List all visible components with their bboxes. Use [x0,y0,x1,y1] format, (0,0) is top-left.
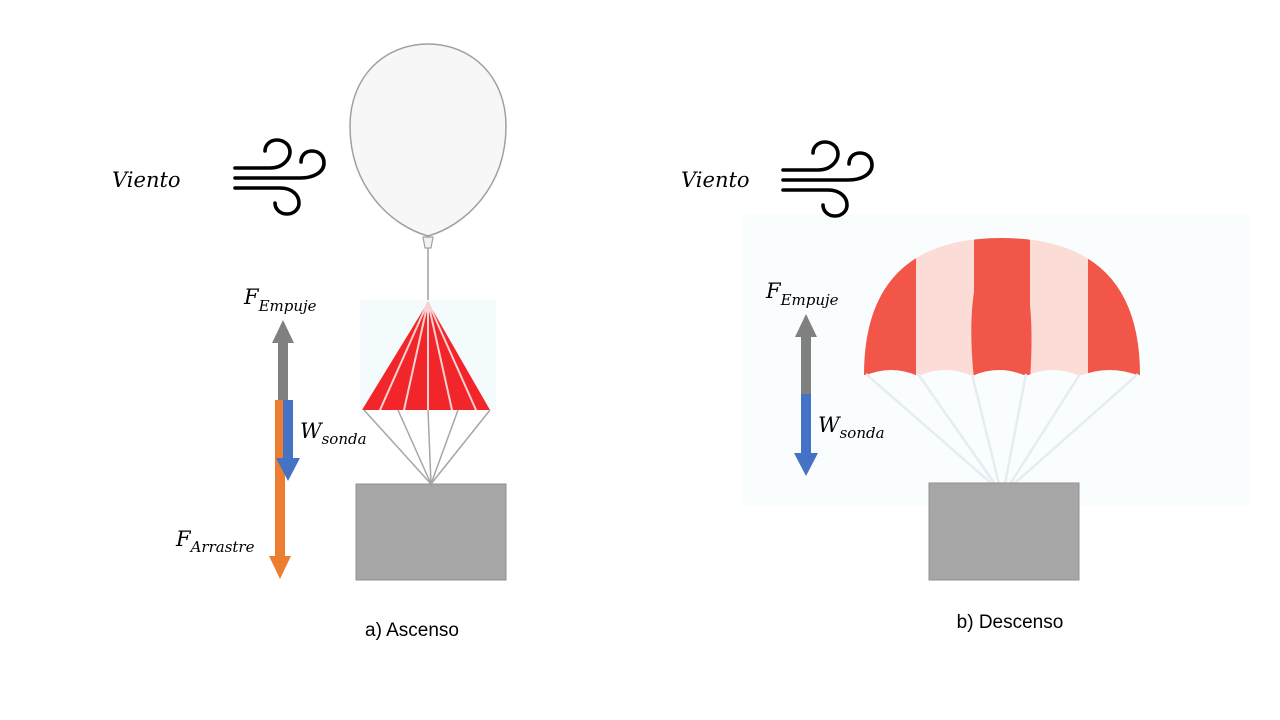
ascent-buoyancy-subscript: Empuje [258,297,317,315]
parachute-seams [379,301,477,411]
descent-panel: Viento [681,140,1250,633]
ascent-drag-subscript: Arrastre [189,538,255,556]
descent-buoyancy-symbol: F [765,279,782,303]
ascent-weight-label: Wsonda [300,419,367,448]
ascent-wind-icon [233,138,326,216]
descent-weight-arrow [794,394,818,476]
weather-balloon [349,43,507,237]
suspension-lines [865,373,1139,485]
ascent-weight-subscript: sonda [322,430,367,448]
ascent-wind-label: Viento [112,168,181,192]
ascent-buoyancy-label: FEmpuje [243,285,317,315]
descent-weight-label: Wsonda [818,413,885,442]
ascent-drag-arrow [269,400,291,579]
descent-weight-subscript: sonda [840,424,885,442]
descent-wind-label: Viento [681,168,750,192]
descent-weight-symbol: W [818,413,842,437]
descent-buoyancy-label: FEmpuje [765,279,839,309]
descent-buoyancy-arrow [795,314,817,396]
ascent-drag-label: FArrastre [175,527,255,556]
ascent-drag-symbol: F [175,527,192,551]
ascent-weight-arrow [276,400,300,481]
ascent-panel: Viento [112,43,507,641]
canopy-scallops [864,370,1140,384]
small-parachute [362,302,490,410]
payload-box [355,483,507,581]
descent-wind-icon [781,140,874,218]
descent-payload-box [928,482,1080,581]
payload-rigging [363,409,491,485]
descent-caption: b) Descenso [957,612,1064,633]
descent-buoyancy-subscript: Empuje [780,291,839,309]
ascent-caption: a) Ascenso [365,620,459,641]
ascent-buoyancy-symbol: F [243,285,260,309]
ascent-weight-symbol: W [300,419,324,443]
ascent-buoyancy-arrow [272,320,294,400]
balloon-neck [422,236,434,249]
